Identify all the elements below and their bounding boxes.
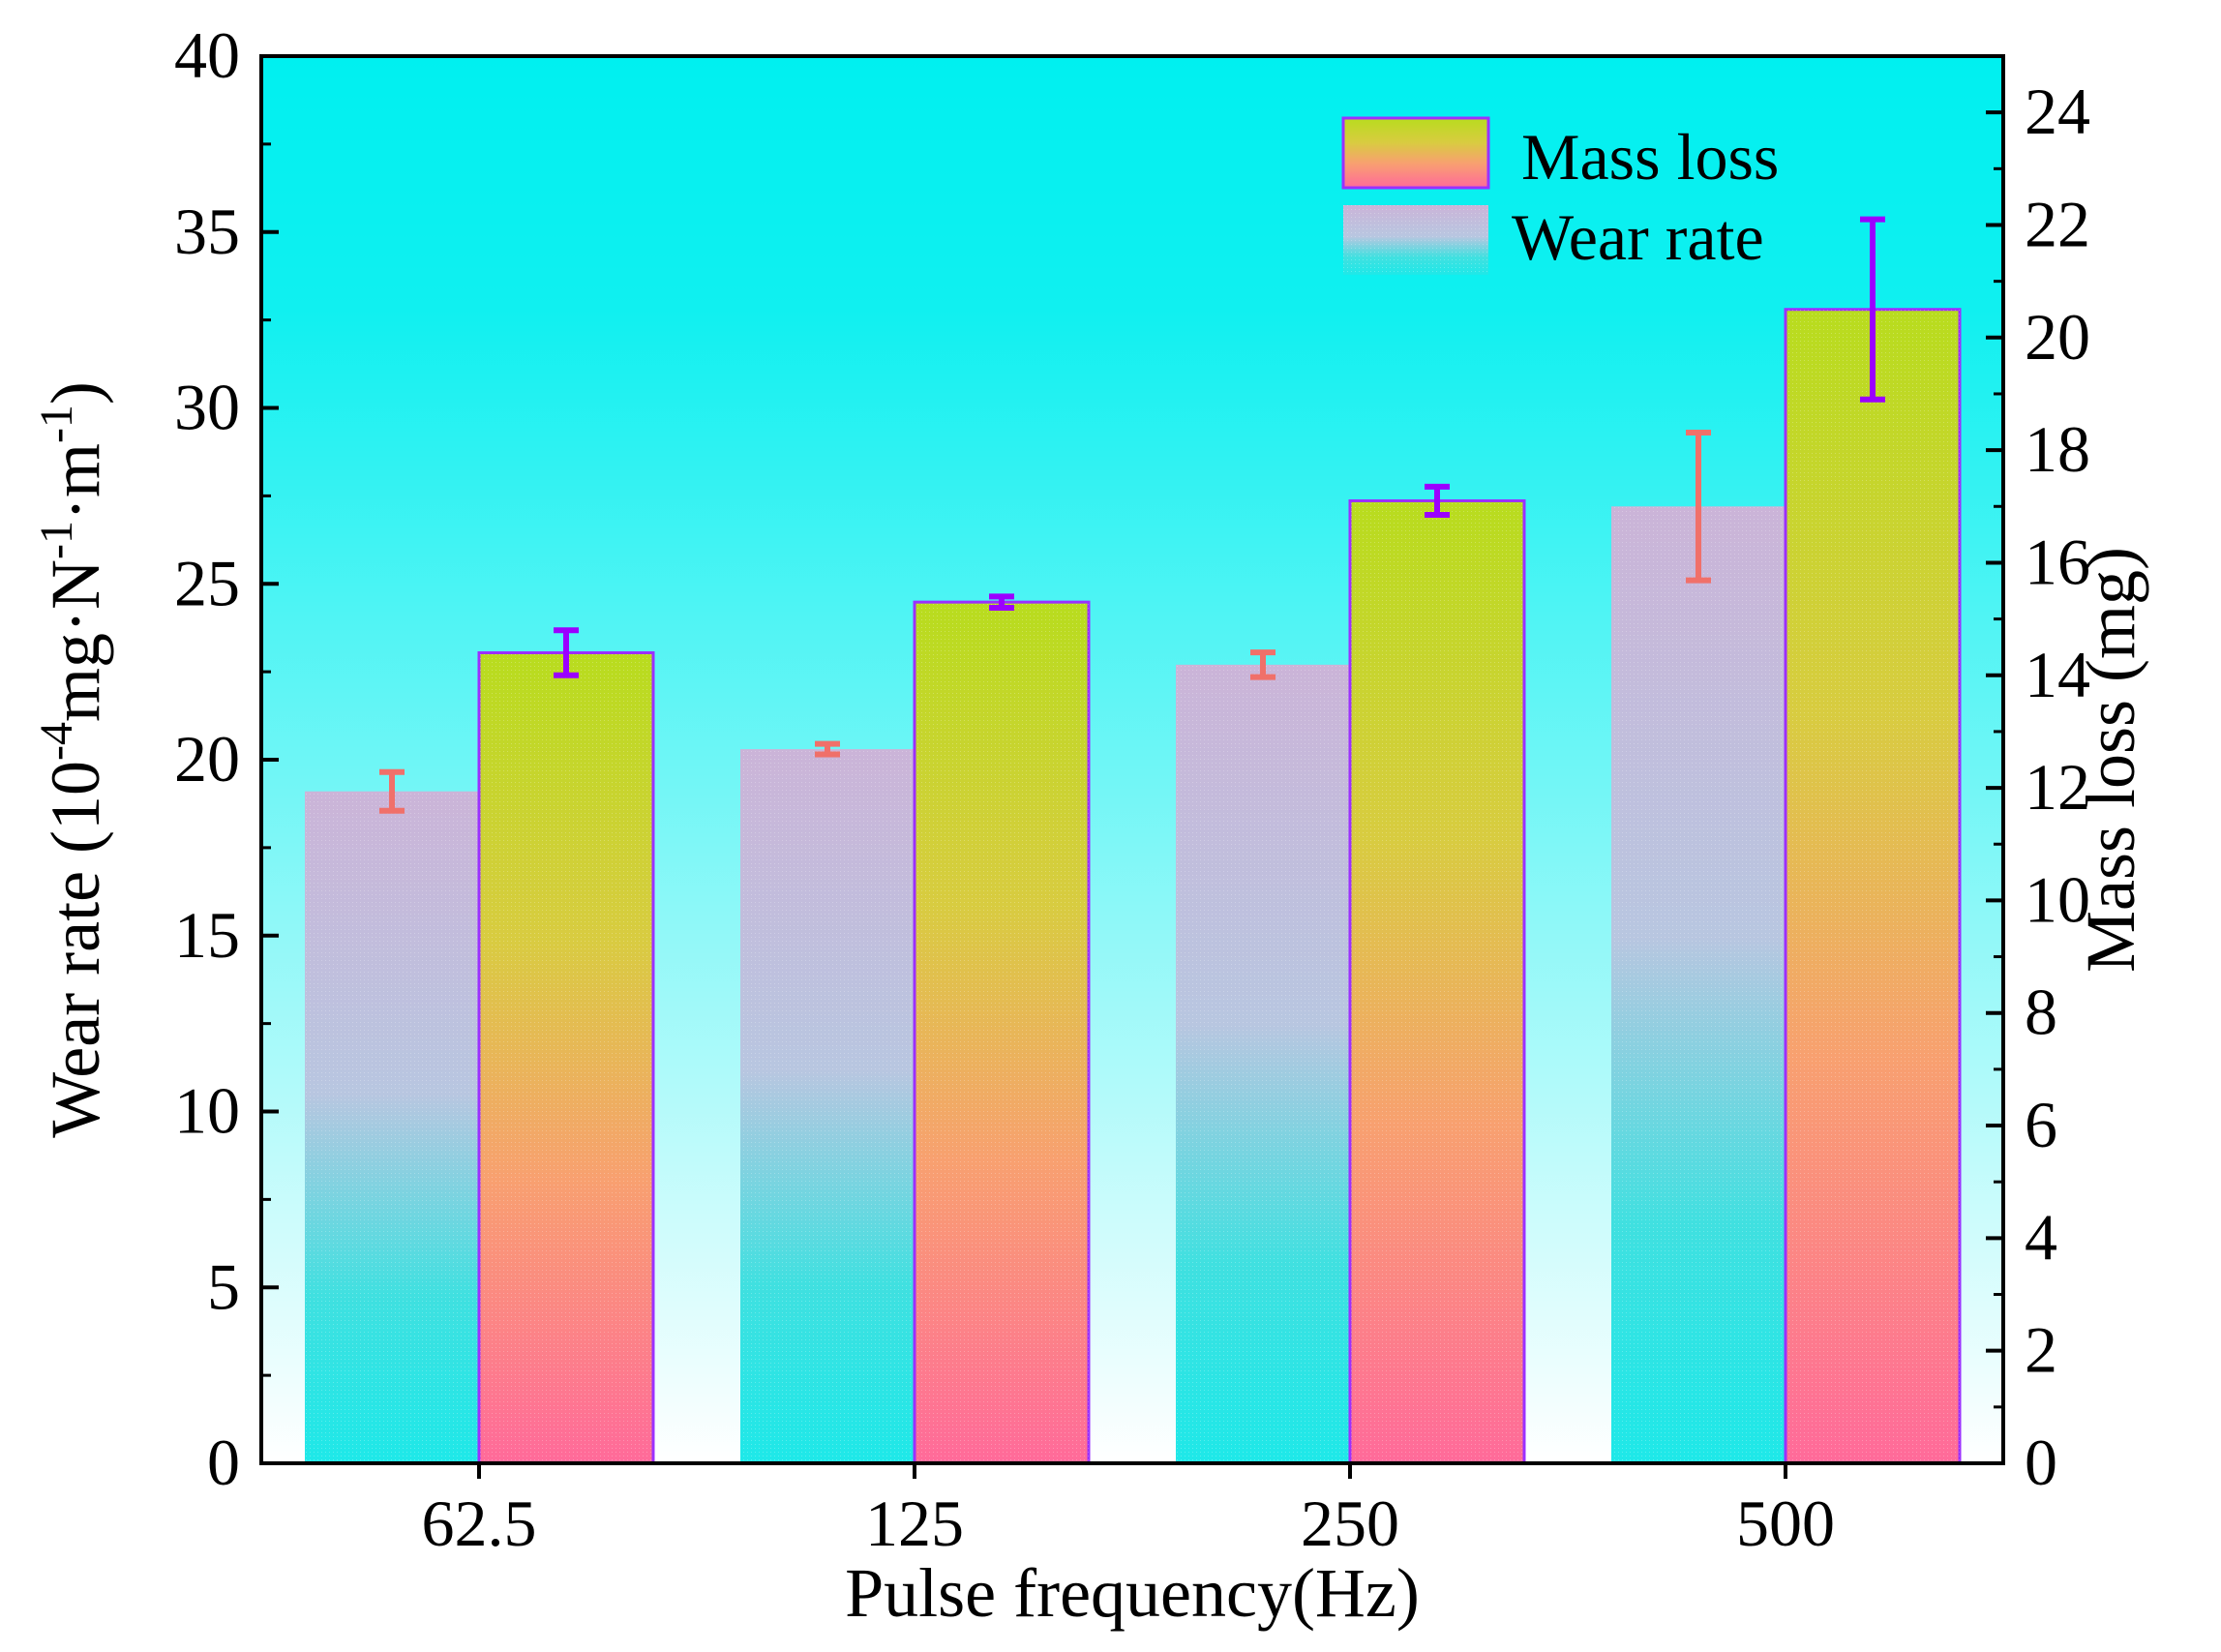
x-tick-label-0: 62.5 bbox=[422, 1487, 537, 1560]
right-tick-label-2: 4 bbox=[2025, 1200, 2057, 1274]
legend-swatch-mass-loss bbox=[1341, 116, 1490, 190]
bar-wear-rate-texture-2 bbox=[1176, 664, 1350, 1463]
bar-wear-rate-texture-3 bbox=[1611, 506, 1786, 1463]
right-tick-label-5: 10 bbox=[2025, 862, 2090, 936]
legend-label-wear-rate: Wear rate bbox=[1512, 200, 1764, 274]
bar-mass-loss-texture-2 bbox=[1350, 500, 1524, 1463]
right-tick-label-1: 2 bbox=[2025, 1313, 2057, 1387]
left-tick-label-5: 25 bbox=[174, 546, 240, 619]
left-axis-title-suffix: ) bbox=[37, 381, 114, 405]
x-tick-label-2: 250 bbox=[1301, 1487, 1399, 1560]
legend-swatch-wear-rate-texture bbox=[1343, 205, 1488, 275]
right-tick-label-4: 8 bbox=[2025, 976, 2057, 1049]
bars-layer bbox=[305, 308, 1962, 1465]
left-tick-label-4: 20 bbox=[174, 722, 240, 796]
legend: Mass loss Wear rate bbox=[1341, 116, 1779, 275]
x-axis-title: Pulse frequency(Hz) bbox=[845, 1554, 1420, 1632]
error-bars-layer bbox=[379, 216, 1885, 814]
left-axis-title-unit1: mg·N bbox=[37, 559, 114, 722]
left-tick-label-0: 0 bbox=[207, 1426, 240, 1499]
error-bar-wear-rate-2 bbox=[1250, 649, 1276, 680]
right-tick-label-12: 24 bbox=[2025, 75, 2090, 148]
error-bar-mass-loss-2 bbox=[1425, 483, 1450, 519]
left-axis-title-prefix: Wear rate (10 bbox=[37, 761, 114, 1138]
left-tick-label-2: 10 bbox=[174, 1074, 240, 1148]
error-bar-mass-loss-3 bbox=[1860, 216, 1885, 403]
right-tick-label-3: 6 bbox=[2025, 1088, 2057, 1161]
left-axis-title: Wear rate (10-4mg·N-1·m-1) bbox=[31, 381, 114, 1138]
right-tick-label-9: 18 bbox=[2025, 412, 2090, 486]
error-bar-wear-rate-0 bbox=[379, 768, 405, 814]
right-tick-label-8: 16 bbox=[2025, 525, 2090, 598]
x-axis-ticks: 62.5 125 250 500 bbox=[422, 1463, 1835, 1560]
left-tick-label-7: 35 bbox=[174, 195, 240, 268]
left-tick-label-1: 5 bbox=[207, 1249, 240, 1323]
right-tick-label-10: 20 bbox=[2025, 300, 2090, 374]
error-bar-wear-rate-1 bbox=[815, 740, 840, 758]
x-tick-label-3: 500 bbox=[1736, 1487, 1835, 1560]
left-axis-ticks: 0 5 10 15 20 25 30 35 40 bbox=[174, 18, 279, 1499]
left-tick-label-8: 40 bbox=[174, 18, 240, 92]
bar-mass-loss-texture-0 bbox=[479, 652, 653, 1463]
bar-wear-rate-texture-0 bbox=[305, 791, 479, 1463]
error-bar-mass-loss-0 bbox=[554, 627, 579, 678]
left-axis-title-exp1: -4 bbox=[31, 722, 82, 761]
x-tick-label-1: 125 bbox=[865, 1487, 964, 1560]
bar-mass-loss-texture-3 bbox=[1786, 309, 1960, 1464]
bar-mass-loss-texture-1 bbox=[915, 602, 1089, 1463]
right-tick-label-11: 22 bbox=[2025, 187, 2090, 260]
legend-label-mass-loss: Mass loss bbox=[1521, 120, 1779, 194]
error-bar-wear-rate-3 bbox=[1686, 429, 1711, 584]
error-bar-mass-loss-1 bbox=[989, 593, 1014, 611]
right-axis-title: Mass loss (mg) bbox=[2072, 547, 2149, 973]
right-tick-label-6: 12 bbox=[2025, 750, 2090, 824]
left-tick-label-6: 30 bbox=[174, 371, 240, 444]
right-tick-label-0: 0 bbox=[2025, 1426, 2057, 1499]
left-axis-title-exp3: -1 bbox=[31, 405, 82, 443]
bar-wear-rate-texture-1 bbox=[740, 749, 915, 1463]
left-axis-title-exp2: -1 bbox=[31, 521, 82, 559]
left-tick-label-3: 15 bbox=[174, 898, 240, 972]
left-axis-title-unit2: ·m bbox=[37, 443, 114, 521]
right-tick-label-7: 14 bbox=[2025, 638, 2090, 711]
